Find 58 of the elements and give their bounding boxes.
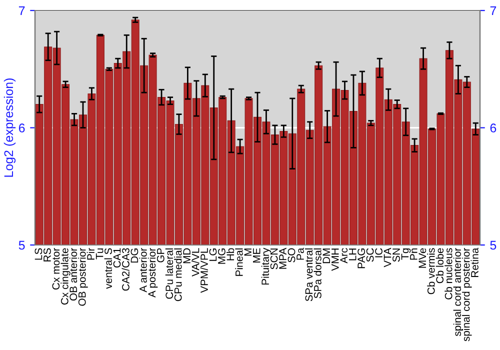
x-tick-label: RS	[44, 248, 51, 262]
x-tick-label: SC	[366, 248, 374, 262]
x-tick-label: MD	[183, 248, 190, 264]
x-tick-label: Hb	[226, 248, 234, 260]
x-tick-label: OB posterior	[78, 248, 88, 306]
x-tick-label: Retina	[470, 248, 478, 278]
x-tick-label: Cb vermis	[427, 248, 435, 294]
x-tick-label: VMH	[332, 248, 339, 271]
y-tick-label: 7	[18, 6, 25, 16]
x-tick-label: ventral S	[104, 248, 112, 289]
x-tick-label: ME	[253, 248, 260, 263]
y-axis-title: Log2 (expression)	[4, 78, 16, 177]
y-tick-label: 6	[18, 124, 25, 132]
x-tick-label: SO	[288, 248, 296, 262]
x-tick-label: SPa dorsal	[314, 248, 322, 298]
x-tick-label: A anterior	[139, 248, 147, 292]
y2-tick-label: 5	[490, 240, 496, 250]
x-tick-label: GP	[156, 248, 164, 262]
x-tick-label: Pituitary	[261, 248, 272, 285]
x-tick-label: spinal cord anterior	[453, 248, 464, 336]
y2-tick-label: 7	[490, 6, 496, 16]
x-tick-label: VPM/VPL	[200, 248, 208, 293]
y-tick-label: 5	[18, 240, 25, 250]
x-tick-label: MPA	[279, 248, 286, 269]
y2-tick-label: 6	[490, 124, 496, 132]
x-tick-label: DG	[130, 248, 138, 263]
x-tick-label: CPu medial	[174, 248, 182, 302]
x-tick-label: MVe	[418, 248, 426, 268]
x-tick-label: M	[244, 248, 252, 256]
x-tick-label: VA/VL	[192, 248, 200, 276]
x-tick-label: IC	[375, 248, 382, 258]
x-tick-label: Tu	[96, 248, 104, 260]
x-tick-label: LG	[209, 248, 217, 261]
x-tick-label: LS	[34, 248, 42, 260]
x-tick-label: PAG	[358, 248, 365, 268]
x-tick-label: VTA	[384, 248, 392, 268]
x-tick-label: Cx motor	[52, 248, 60, 290]
x-tick-label: spinal cord posterior	[462, 248, 472, 342]
x-tick-label: SPa ventral	[305, 248, 313, 302]
x-tick-label: Arc	[340, 248, 348, 264]
x-tick-label: CA2/CA3	[122, 248, 130, 291]
x-tick-label: Cx cingulate	[60, 248, 70, 305]
x-tick-label: Pa	[296, 248, 304, 260]
x-tick-label: LH	[349, 248, 356, 260]
x-tick-label: Pineal	[235, 248, 243, 276]
x-tick-label: SN	[392, 248, 400, 262]
x-tick-label: Tg	[401, 248, 411, 260]
x-tick-label: Cb nucleus	[444, 248, 452, 300]
x-tick-label: SCN	[270, 248, 278, 270]
x-tick-label: A posterior	[148, 248, 158, 298]
x-tick-label: Pn	[410, 248, 418, 260]
x-tick-label: CPu lateral	[165, 248, 174, 299]
x-tick-label: Cb lobe	[436, 248, 444, 284]
x-tick-label: DM	[322, 248, 330, 264]
x-tick-label: OB anterior	[69, 248, 78, 301]
x-tick-label: Pir	[86, 248, 94, 260]
x-tick-label: MG	[218, 248, 226, 264]
x-tick-label: CA1	[113, 248, 121, 268]
